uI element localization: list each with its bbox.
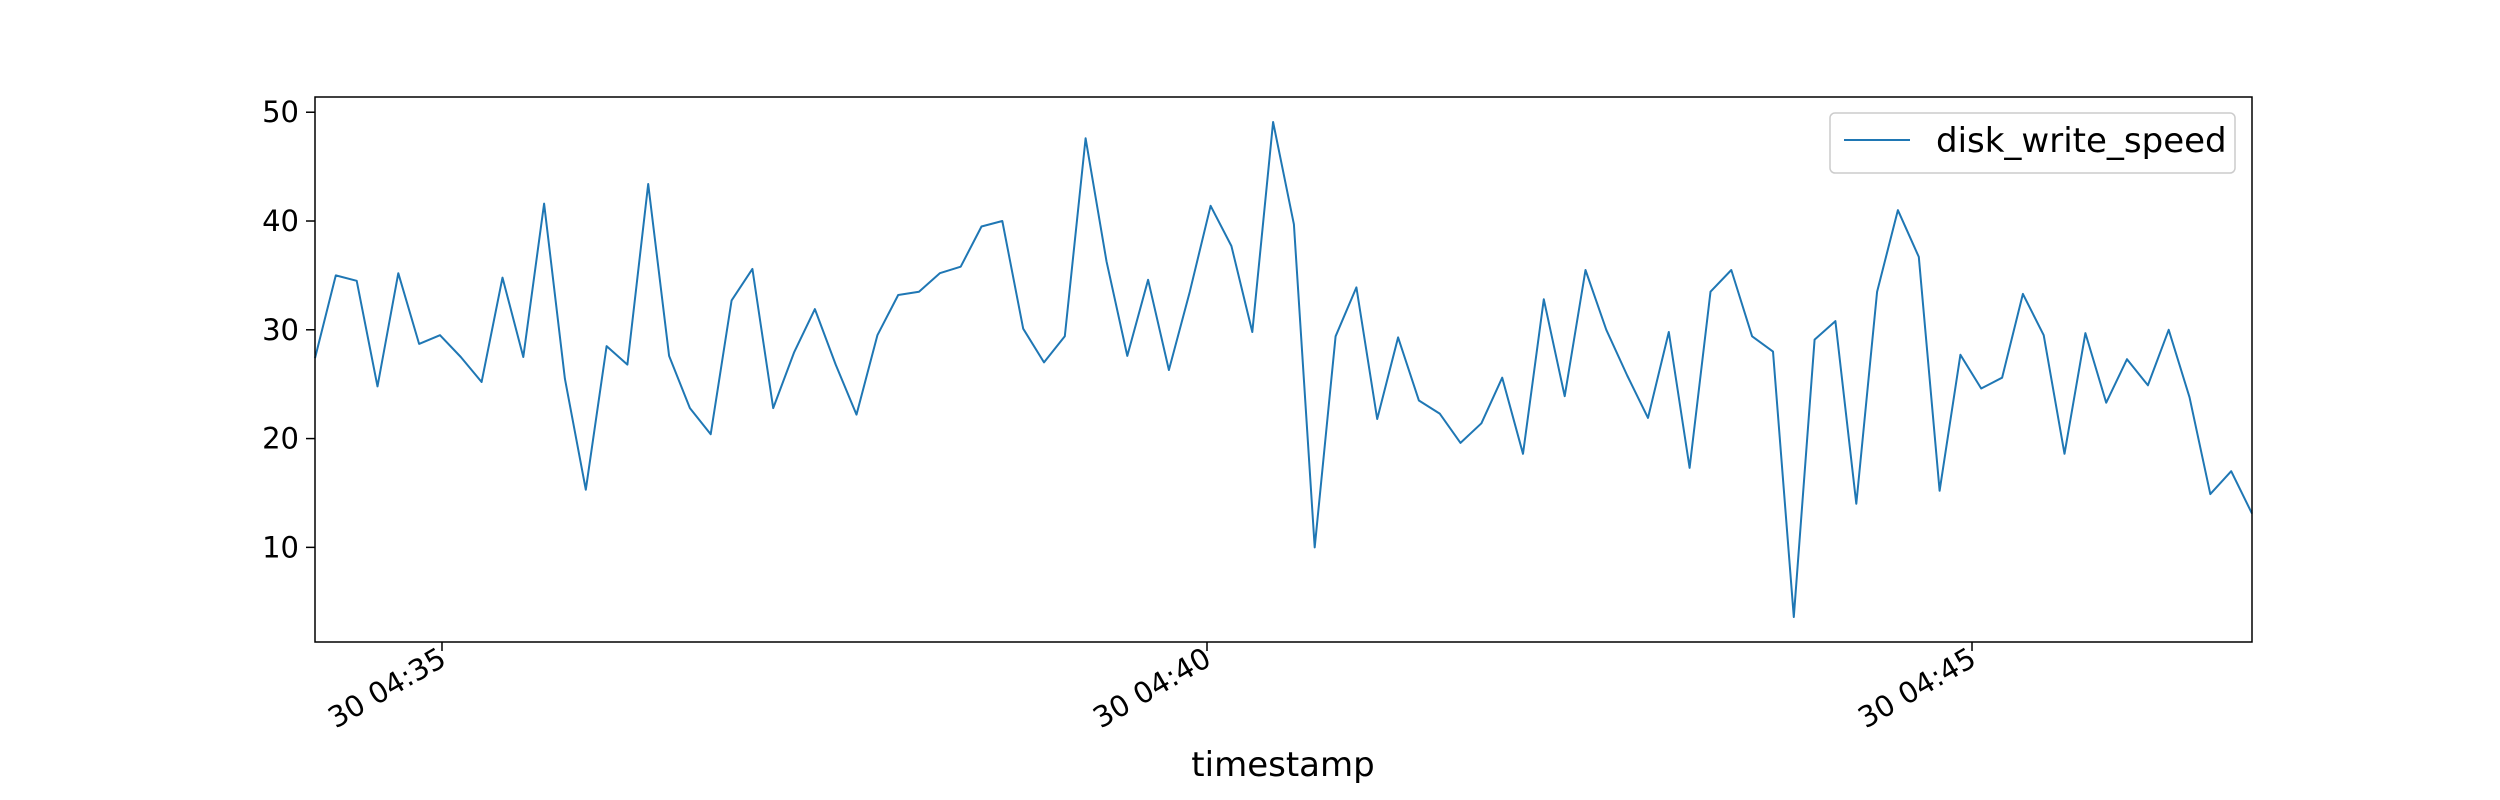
y-tick-label: 30 (262, 313, 299, 347)
legend-box (1829, 112, 2236, 174)
x-axis-title: timestamp (1191, 745, 1374, 785)
legend-label: disk_write_speed (1936, 121, 2227, 161)
y-axis: 10 20 30 40 50 (262, 95, 315, 564)
y-tick-label: 20 (262, 422, 299, 456)
series-line-disk_write_speed (314, 121, 2253, 618)
y-tick-label: 40 (262, 204, 299, 238)
legend: disk_write_speed (1829, 112, 2236, 174)
plot-area (314, 121, 2253, 618)
y-tick-label: 10 (262, 530, 299, 564)
y-tick-label: 50 (262, 95, 299, 129)
plot-frame (314, 96, 2253, 643)
